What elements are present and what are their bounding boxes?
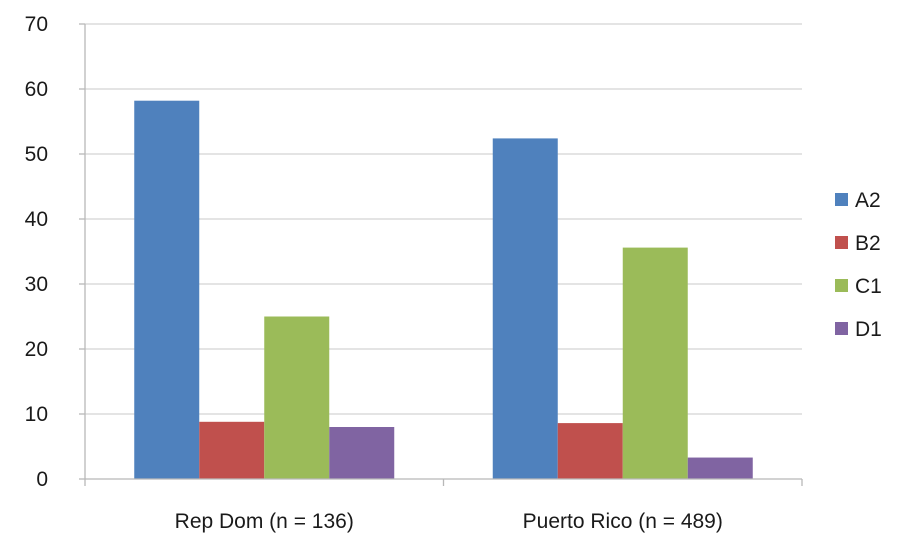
y-tick-label: 50 <box>25 143 48 166</box>
y-axis-ticks: 0 10 20 30 40 50 60 70 <box>25 13 85 491</box>
bars <box>134 100 753 479</box>
y-tick-label: 20 <box>25 338 48 361</box>
y-tick-label: 40 <box>25 208 48 231</box>
legend-swatch <box>835 193 848 206</box>
bar-c1-puerto-rico <box>622 247 688 479</box>
legend-swatch <box>835 236 848 249</box>
y-tick-label: 70 <box>25 13 48 36</box>
bar-a2-rep-dom <box>134 100 200 479</box>
y-tick-label: 10 <box>25 403 48 426</box>
y-tick-label: 60 <box>25 78 48 101</box>
legend-label: B2 <box>855 232 881 255</box>
bar-c1-rep-dom <box>264 316 330 479</box>
gridlines <box>85 23 802 415</box>
bar-d1-rep-dom <box>329 427 395 479</box>
legend-item-c1: C1 <box>835 275 882 298</box>
legend-item-b2: B2 <box>835 232 881 255</box>
legend-swatch <box>835 322 848 335</box>
legend-item-d1: D1 <box>835 318 882 341</box>
legend-swatch <box>835 279 848 292</box>
bar-b2-rep-dom <box>199 421 265 479</box>
legend-label: D1 <box>855 318 882 341</box>
x-category-label: Rep Dom (n = 136) <box>175 510 354 533</box>
bar-a2-puerto-rico <box>492 138 558 479</box>
legend-label: A2 <box>855 189 881 212</box>
axes <box>84 24 803 486</box>
x-category-label: Puerto Rico (n = 489) <box>523 510 723 533</box>
y-tick-label: 30 <box>25 273 48 296</box>
legend-label: C1 <box>855 275 882 298</box>
bar-b2-puerto-rico <box>557 423 623 479</box>
legend-item-a2: A2 <box>835 189 881 212</box>
bar-d1-puerto-rico <box>687 457 753 479</box>
x-axis-labels: Rep Dom (n = 136) Puerto Rico (n = 489) <box>175 510 723 533</box>
y-tick-label: 0 <box>36 468 48 491</box>
legend: A2 B2 C1 D1 <box>835 189 882 341</box>
